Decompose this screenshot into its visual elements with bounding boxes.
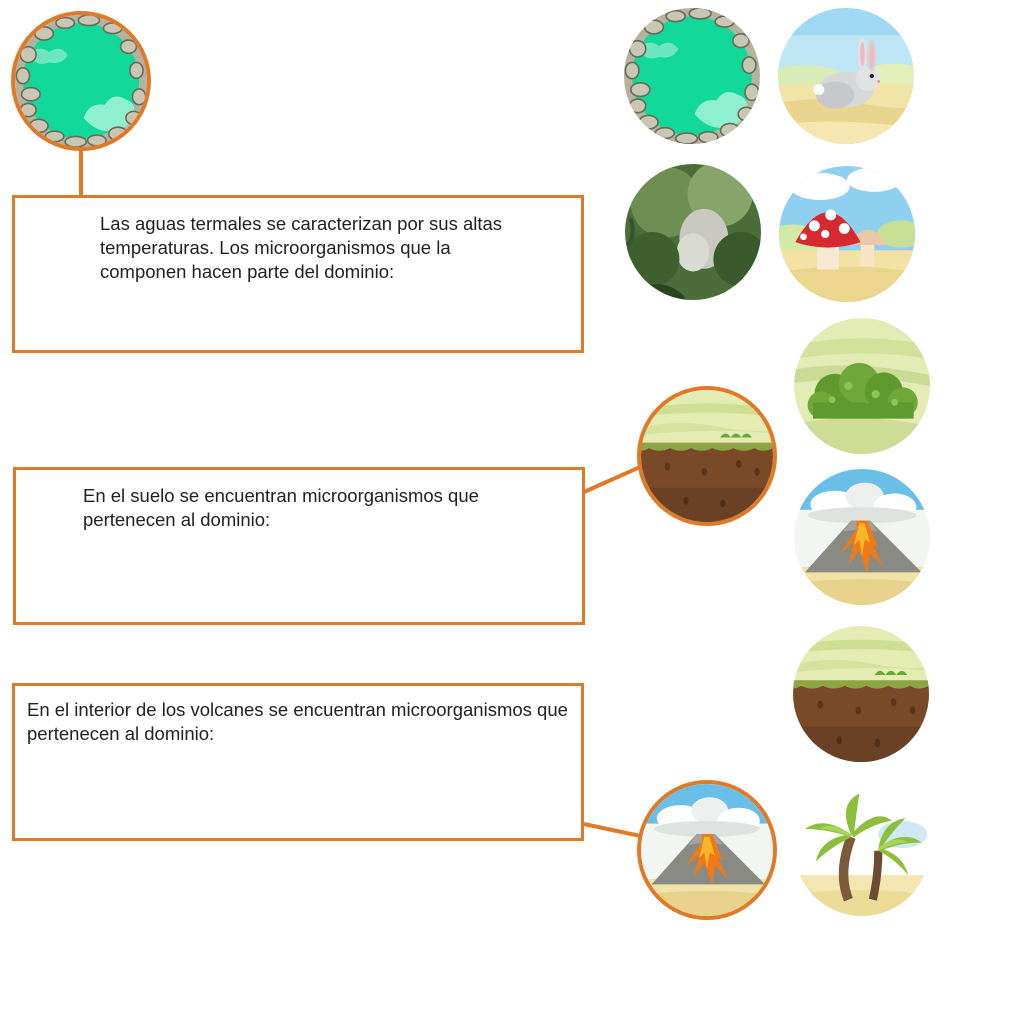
mushroom-icon [779, 166, 915, 302]
bank-image-soil[interactable] [793, 626, 929, 762]
connector-line [583, 822, 644, 839]
question-text-1: Las aguas termales se caracterizan por s… [100, 213, 503, 282]
connector-line [583, 465, 640, 494]
question-box-2[interactable]: En el suelo se encuentran microorganismo… [13, 467, 585, 625]
bank-image-palm-trees[interactable] [794, 780, 930, 916]
bush-icon [794, 318, 930, 454]
connector-line [79, 148, 83, 198]
forest-icon [625, 164, 761, 300]
volcano-icon [794, 469, 930, 605]
bank-image-mushroom[interactable] [779, 166, 915, 302]
soil-icon [793, 626, 929, 762]
question-text-2: En el suelo se encuentran microorganismo… [83, 485, 479, 530]
volcano-icon [641, 784, 773, 916]
question-box-3[interactable]: En el interior de los volcanes se encuen… [12, 683, 584, 841]
hot-spring-icon [624, 8, 760, 144]
bank-image-hot-spring[interactable] [624, 8, 760, 144]
palm-trees-icon [794, 780, 930, 916]
answer-slot-hot-spring[interactable] [11, 11, 151, 151]
bank-image-bush[interactable] [794, 318, 930, 454]
bank-image-forest[interactable] [625, 164, 761, 300]
answer-slot-soil[interactable] [637, 386, 777, 526]
hot-spring-icon [15, 15, 147, 147]
question-text-3: En el interior de los volcanes se encuen… [27, 699, 568, 744]
question-box-1[interactable]: Las aguas termales se caracterizan por s… [12, 195, 584, 353]
bank-image-rabbit[interactable] [778, 8, 914, 144]
bank-image-volcano[interactable] [794, 469, 930, 605]
answer-slot-volcano[interactable] [637, 780, 777, 920]
rabbit-icon [778, 8, 914, 144]
soil-icon [641, 390, 773, 522]
